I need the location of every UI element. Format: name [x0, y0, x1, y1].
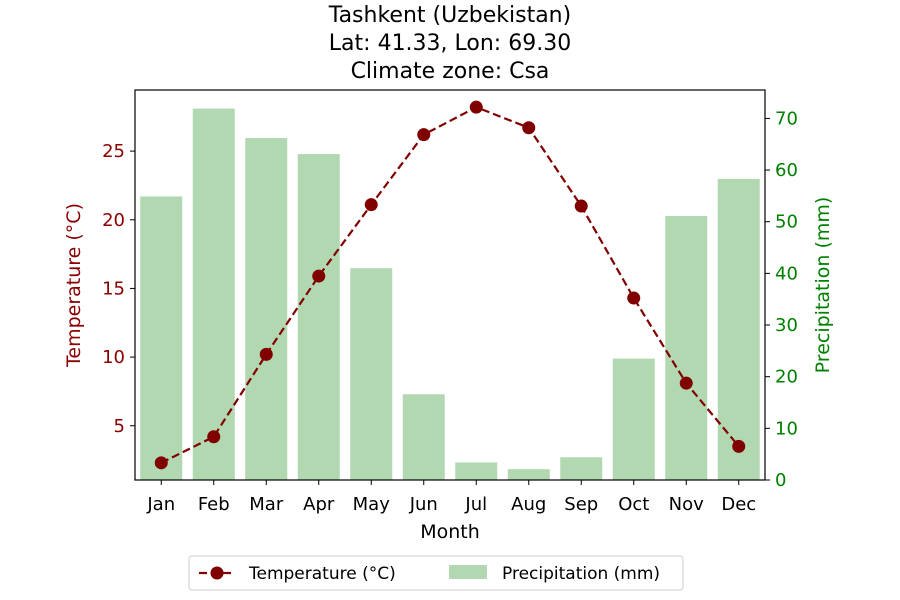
right-y-tick-label-20: 20: [775, 367, 798, 388]
precipitation-bar-jun: [402, 394, 445, 480]
temperature-point-oct: [627, 291, 641, 305]
legend-temperature-label: Temperature (°C): [248, 564, 396, 584]
temperature-series-line: [160, 105, 740, 464]
left-y-tick-label-5: 5: [114, 416, 125, 437]
x-tick-label-aug: Aug: [511, 494, 546, 515]
chart-title: Tashkent (Uzbekistan) Lat: 41.33, Lon: 6…: [328, 3, 571, 84]
right-y-axis-label: Precipitation (mm): [812, 197, 834, 374]
temperature-point-apr: [312, 269, 326, 283]
legend-precipitation-swatch: [449, 565, 487, 579]
left-y-tick-label-15: 15: [102, 278, 125, 299]
title-line-1: Tashkent (Uzbekistan): [328, 3, 571, 28]
x-tick-label-dec: Dec: [721, 494, 756, 515]
precipitation-bar-aug: [507, 469, 550, 480]
temperature-point-jul: [469, 100, 483, 114]
temperature-line: [154, 100, 746, 470]
x-tick-label-feb: Feb: [198, 494, 230, 515]
temperature-point-jan: [154, 456, 168, 470]
title-line-2: Lat: 41.33, Lon: 69.30: [329, 31, 571, 56]
temperature-point-sep: [574, 199, 588, 213]
right-y-axis: 0 10 20 30 40 50 60 70: [765, 108, 798, 491]
precipitation-bar-nov: [665, 216, 708, 480]
right-y-tick-label-40: 40: [775, 263, 798, 284]
temperature-point-mar: [259, 347, 273, 361]
right-y-tick-label-50: 50: [775, 212, 798, 233]
left-y-tick-label-25: 25: [102, 141, 125, 162]
temperature-point-nov: [679, 376, 693, 390]
x-tick-label-mar: Mar: [249, 494, 284, 515]
legend-precipitation-label: Precipitation (mm): [502, 564, 660, 584]
x-tick-label-jan: Jan: [146, 494, 175, 515]
x-axis-label: Month: [420, 521, 480, 543]
precipitation-bars: [140, 108, 760, 481]
precipitation-bar-sep: [560, 457, 603, 480]
precipitation-bar-jul: [455, 462, 498, 480]
legend-temperature-marker: [210, 566, 224, 580]
title-line-3: Climate zone: Csa: [351, 59, 550, 84]
right-y-tick-label-70: 70: [775, 108, 798, 129]
temperature-point-dec: [732, 439, 746, 453]
x-axis: Jan Feb Mar Apr May Jun Jul Aug Sep Oct Nov Dec: [146, 480, 756, 515]
legend: Temperature (°C) Precipitation (mm): [188, 555, 684, 591]
x-tick-label-sep: Sep: [564, 494, 598, 515]
x-tick-label-nov: Nov: [669, 494, 704, 515]
right-y-tick-label-0: 0: [775, 470, 786, 491]
precipitation-bar-dec: [717, 178, 760, 480]
precipitation-bar-mar: [245, 138, 288, 480]
precipitation-bar-feb: [192, 108, 235, 481]
x-tick-label-may: May: [353, 494, 391, 515]
left-y-axis: 5 10 15 20 25: [102, 141, 135, 437]
right-y-tick-label-30: 30: [775, 315, 798, 336]
left-y-tick-label-10: 10: [102, 347, 125, 368]
temperature-point-feb: [207, 430, 221, 444]
x-tick-label-jul: Jul: [464, 494, 487, 515]
temperature-point-may: [364, 198, 378, 212]
x-tick-label-apr: Apr: [303, 494, 335, 515]
plot-frame: [134, 89, 766, 481]
x-tick-label-jun: Jun: [409, 494, 438, 515]
precipitation-bar-oct: [612, 358, 655, 480]
left-y-tick-label-20: 20: [102, 210, 125, 231]
legend-box: [188, 555, 684, 591]
left-y-axis-label: Temperature (°C): [63, 203, 85, 368]
right-y-tick-label-10: 10: [775, 418, 798, 439]
temperature-point-jun: [417, 128, 431, 142]
right-y-tick-label-60: 60: [775, 160, 798, 181]
temperature-point-aug: [522, 121, 536, 135]
precipitation-bar-apr: [297, 154, 340, 480]
precipitation-bar-may: [350, 268, 393, 480]
x-tick-label-oct: Oct: [618, 494, 649, 515]
precipitation-bar-jan: [140, 196, 183, 481]
